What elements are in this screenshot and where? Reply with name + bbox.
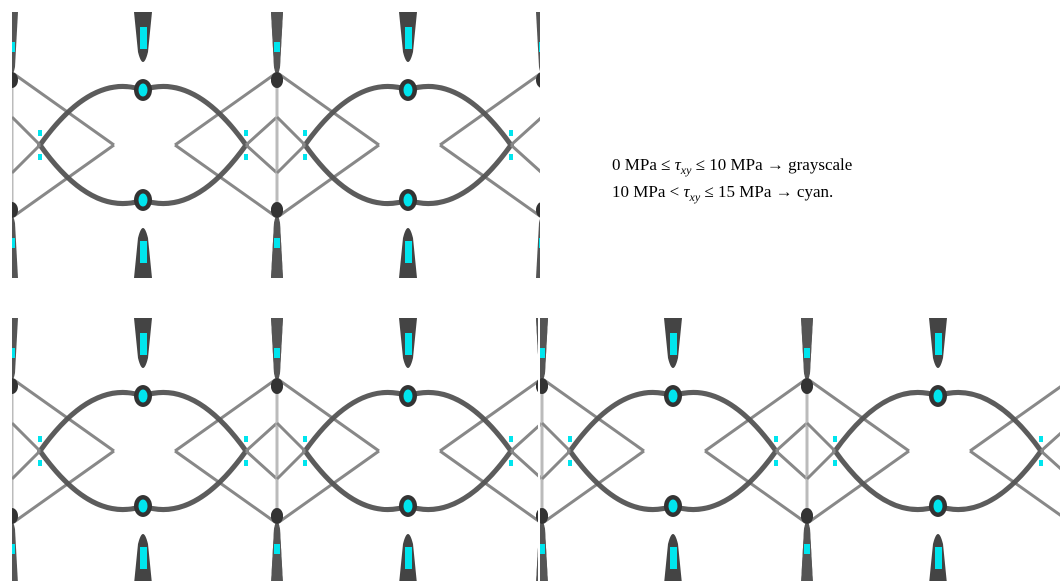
- figure: 0 MPa ≤ τxy ≤ 10 MPa → grayscale 10 MPa …: [0, 0, 1060, 581]
- top-image: [6, 12, 548, 278]
- bottom-image: [6, 318, 1060, 581]
- legend-line: 10 MPa < τxy ≤ 15 MPa → cyan.: [612, 182, 833, 204]
- lattice-cell: [6, 318, 283, 581]
- lattice-cell: [801, 318, 1060, 581]
- legend-line: 0 MPa ≤ τxy ≤ 10 MPa → grayscale: [612, 155, 852, 177]
- text: ≤ 15 MPa → cyan.: [700, 182, 833, 201]
- subscript: xy: [680, 163, 692, 177]
- text: 10 MPa <: [612, 182, 683, 201]
- text: ≤ 10 MPa → grayscale: [691, 155, 852, 174]
- lattice-cell: [536, 318, 813, 581]
- lattice-cell: [271, 318, 548, 581]
- page: 0 MPa ≤ τxy ≤ 10 MPa → grayscale 10 MPa …: [0, 0, 1060, 581]
- lattice-cell: [6, 12, 283, 278]
- subscript: xy: [689, 190, 701, 204]
- text: 0 MPa ≤: [612, 155, 675, 174]
- lattice-cell: [271, 12, 548, 278]
